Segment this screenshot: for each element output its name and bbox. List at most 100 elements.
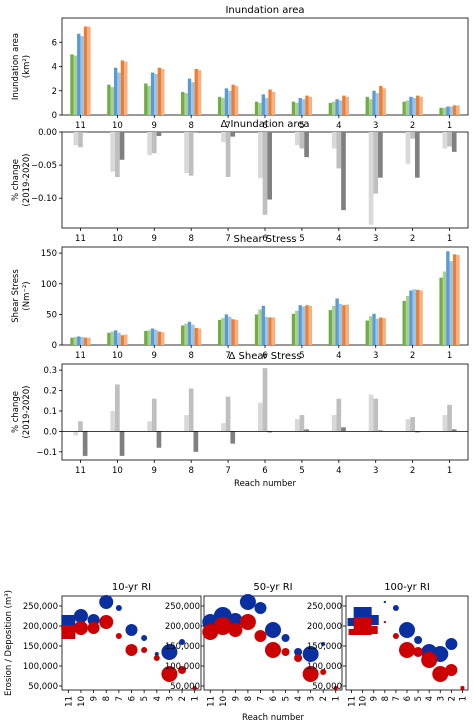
y-axis-label: Shear Stress xyxy=(11,269,21,323)
bar xyxy=(419,96,423,115)
scatter-point xyxy=(432,666,449,682)
bar xyxy=(120,60,125,115)
chart-title: 100-yr RI xyxy=(384,582,430,593)
bar xyxy=(115,384,120,432)
x-tick-label: 3 xyxy=(373,466,378,476)
x-tick-label: 11 xyxy=(75,351,86,361)
chart-title: 10-yr RI xyxy=(112,582,151,593)
bar xyxy=(342,95,346,115)
y-tick-label: 0.2 xyxy=(43,387,57,397)
bar xyxy=(332,101,336,115)
y-axis-label: % change xyxy=(11,159,21,201)
bar xyxy=(368,394,374,432)
x-tick-label: 6 xyxy=(262,351,267,361)
y-tick-label: 50,000 xyxy=(28,682,58,692)
bar xyxy=(82,431,88,456)
x-tick-label: 10 xyxy=(112,466,123,476)
bar xyxy=(254,314,259,345)
bar xyxy=(187,321,192,345)
bar xyxy=(308,305,313,345)
bar xyxy=(181,325,185,345)
bar xyxy=(224,314,229,345)
x-tick-label: 2 xyxy=(319,696,329,701)
bar xyxy=(157,331,162,345)
bar xyxy=(412,98,417,115)
y-tick-label: 250,000 xyxy=(307,602,342,612)
bar xyxy=(217,319,222,345)
y-tick-label: 100,000 xyxy=(165,662,200,672)
bar xyxy=(419,290,423,345)
y-tick-label: 4 xyxy=(52,63,57,73)
bar xyxy=(442,107,447,115)
bar xyxy=(335,298,339,345)
bar xyxy=(184,323,188,345)
bar xyxy=(197,70,202,115)
bar xyxy=(224,88,229,115)
x-tick-label: 10 xyxy=(112,234,123,244)
bar xyxy=(124,334,128,345)
bar xyxy=(294,419,300,432)
bar xyxy=(147,85,151,115)
bar xyxy=(73,55,78,115)
bar xyxy=(78,132,83,148)
y-axis-label: % change xyxy=(11,391,21,433)
bar xyxy=(298,98,302,115)
x-tick-label: 1 xyxy=(447,234,452,244)
bar xyxy=(157,67,162,115)
x-tick-label: 4 xyxy=(336,351,341,361)
bar xyxy=(80,36,84,115)
bar xyxy=(402,300,406,345)
bar xyxy=(231,84,235,115)
bar xyxy=(221,132,226,142)
bar xyxy=(298,305,302,345)
bar xyxy=(338,100,343,115)
x-tick-label: 11 xyxy=(75,121,86,131)
x-tick-label: 6 xyxy=(403,696,413,701)
bar xyxy=(446,106,450,115)
bar xyxy=(265,98,269,115)
bar xyxy=(305,305,309,345)
y-tick-label: 0 xyxy=(52,341,57,351)
scatter-point xyxy=(392,633,399,639)
scatter-point xyxy=(192,686,197,690)
bar xyxy=(261,305,265,345)
scatter-point xyxy=(392,605,399,611)
scatter-point xyxy=(179,639,186,645)
y-tick-label: 0.3 xyxy=(43,366,57,376)
bar xyxy=(295,102,299,115)
bar xyxy=(414,132,420,178)
scatter-point xyxy=(61,625,76,639)
bar-chart-2: 0 50 100 150 11 10 9 8 7 6 5 4 3 2 1 Shear Stress Shear … xyxy=(11,234,469,361)
scatter-point xyxy=(265,622,281,638)
bar xyxy=(449,261,453,345)
bar xyxy=(234,319,239,345)
y-tick-label: 150 xyxy=(41,249,57,259)
bar xyxy=(147,132,152,156)
scatter-point xyxy=(369,626,378,634)
x-tick-label: 2 xyxy=(178,696,188,701)
y-tick-label: 100,000 xyxy=(23,662,58,672)
bar xyxy=(336,132,342,169)
bar-chart-0: 0 2 4 6 11 10 9 8 7 6 5 4 3 2 1 Inundation area Inundati… xyxy=(11,5,469,131)
scatter-point xyxy=(265,642,281,658)
y-tick-label: 100 xyxy=(41,280,57,290)
bar xyxy=(221,318,225,345)
bar xyxy=(73,431,79,436)
bar xyxy=(405,100,410,115)
scatter-point xyxy=(333,686,338,690)
scatter-point xyxy=(154,652,159,656)
bar xyxy=(271,317,276,345)
x-tick-label: 1 xyxy=(332,696,342,701)
x-axis-label: Reach number xyxy=(234,479,296,489)
bar-chart-3: 0.3 0.2 0.1 0.0 −0.1 11 10 9 8 7 6 5 4 3 2 1 Δ Shear Str… xyxy=(11,351,469,489)
y-axis-label-units: (2019-2020) xyxy=(22,154,32,207)
bar xyxy=(228,90,232,115)
bar xyxy=(124,61,128,115)
x-tick-label: 4 xyxy=(153,696,163,701)
y-tick-label: 50,000 xyxy=(312,682,342,692)
bar xyxy=(258,102,262,115)
bar xyxy=(230,132,236,137)
bar xyxy=(291,101,296,115)
